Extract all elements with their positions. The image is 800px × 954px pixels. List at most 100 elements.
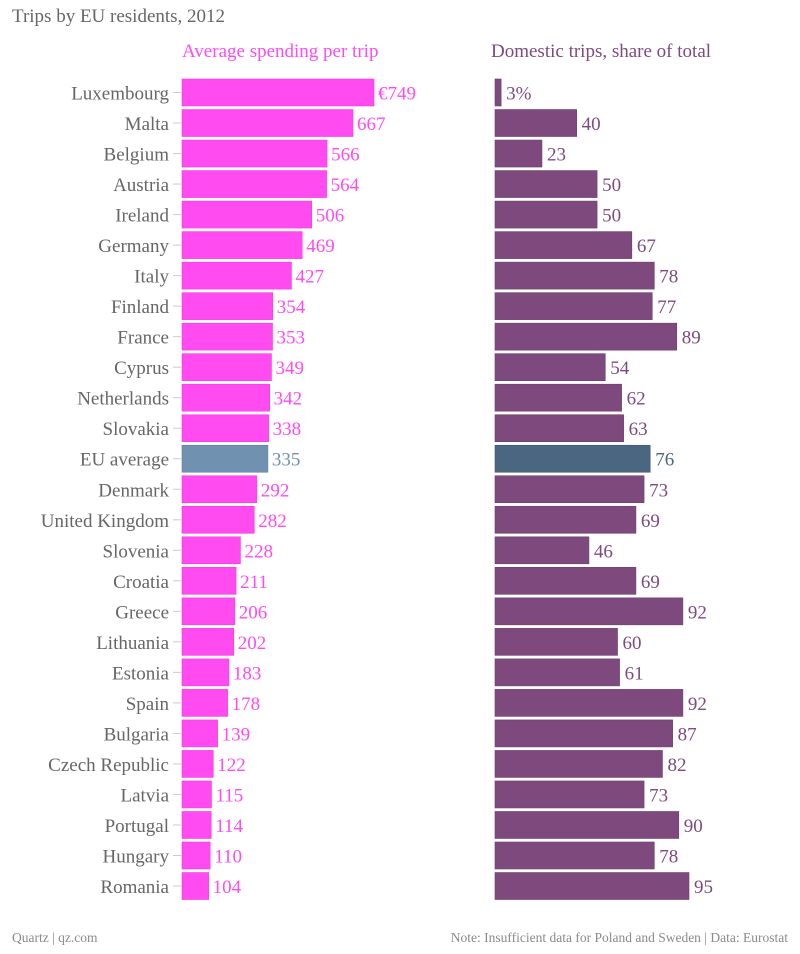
- spending-bar-finland: [181, 292, 274, 320]
- spending-bar-united-kingdom: [181, 505, 255, 534]
- domestic-bar-bulgaria: [494, 719, 673, 748]
- domestic-bar-malta: [494, 109, 577, 137]
- category-label-estonia: Estonia: [112, 663, 170, 684]
- spending-bar-croatia: [181, 567, 237, 595]
- domestic-panel-title: Domestic trips, share of total: [491, 41, 712, 62]
- domestic-bar-greece: [494, 597, 684, 626]
- domestic-bar-germany: [494, 231, 633, 259]
- spending-bar-netherlands: [181, 383, 270, 412]
- domestic-value-malta: 40: [582, 114, 601, 135]
- spending-bar-hungary: [181, 841, 211, 870]
- domestic-value-finland: 77: [657, 297, 676, 318]
- category-label-denmark: Denmark: [98, 480, 169, 501]
- domestic-bar-austria: [494, 170, 598, 198]
- domestic-value-estonia: 61: [625, 663, 644, 684]
- domestic-bar-spain: [494, 689, 684, 717]
- domestic-bar-finland: [494, 292, 653, 320]
- spending-value-greece: 206: [239, 602, 267, 623]
- spending-bar-france: [181, 322, 273, 351]
- spending-bar-greece: [181, 597, 236, 626]
- domestic-value-netherlands: 62: [627, 389, 646, 410]
- domestic-bar-united-kingdom: [494, 505, 637, 534]
- category-label-netherlands: Netherlands: [77, 389, 169, 410]
- spending-value-denmark: 292: [261, 480, 290, 501]
- category-label-czech-republic: Czech Republic: [48, 755, 169, 776]
- domestic-bar-croatia: [494, 567, 637, 595]
- spending-value-portugal: 114: [215, 816, 243, 837]
- spending-value-latvia: 115: [215, 785, 243, 806]
- spending-bar-bulgaria: [181, 719, 218, 748]
- spending-bar-italy: [181, 261, 292, 290]
- spending-bar-luxembourg: [181, 78, 375, 107]
- spending-value-estonia: 183: [233, 663, 262, 684]
- spending-bar-ireland: [181, 200, 313, 229]
- domestic-value-germany: 67: [637, 236, 656, 257]
- category-label-croatia: Croatia: [113, 572, 169, 593]
- domestic-value-slovakia: 63: [629, 419, 648, 440]
- domestic-value-greece: 92: [688, 602, 707, 623]
- spending-value-united-kingdom: 282: [258, 511, 287, 532]
- domestic-bar-czech-republic: [494, 750, 663, 778]
- spending-panel-title: Average spending per trip: [182, 41, 379, 62]
- spending-bar-spain: [181, 689, 228, 717]
- domestic-value-france: 89: [682, 328, 701, 349]
- spending-bar-belgium: [181, 139, 328, 168]
- spending-value-croatia: 211: [240, 572, 268, 593]
- spending-bar-portugal: [181, 811, 212, 839]
- category-label-latvia: Latvia: [120, 785, 169, 806]
- category-label-slovenia: Slovenia: [103, 541, 170, 562]
- domestic-value-austria: 50: [602, 175, 621, 196]
- category-label-united-kingdom: United Kingdom: [41, 511, 169, 532]
- domestic-value-spain: 92: [688, 694, 707, 715]
- spending-value-bulgaria: 139: [222, 724, 251, 745]
- spending-bar-malta: [181, 109, 354, 137]
- spending-value-spain: 178: [232, 694, 261, 715]
- domestic-value-eu-average: 76: [655, 450, 674, 471]
- domestic-value-denmark: 73: [649, 480, 668, 501]
- domestic-bar-luxembourg: [494, 78, 502, 107]
- domestic-bar-portugal: [494, 811, 680, 839]
- category-label-malta: Malta: [125, 114, 170, 135]
- category-label-bulgaria: Bulgaria: [104, 724, 170, 745]
- spending-bar-denmark: [181, 475, 258, 504]
- spending-value-ireland: 506: [316, 206, 345, 227]
- domestic-bar-ireland: [494, 200, 598, 229]
- footer-note: Note: Insufficient data for Poland and S…: [450, 930, 788, 945]
- domestic-value-bulgaria: 87: [678, 724, 697, 745]
- domestic-bar-eu-average: [494, 444, 651, 473]
- domestic-value-cyprus: 54: [610, 358, 630, 379]
- spending-value-hungary: 110: [214, 847, 242, 868]
- spending-bar-germany: [181, 231, 303, 259]
- domestic-value-latvia: 73: [649, 785, 668, 806]
- category-label-romania: Romania: [100, 877, 169, 898]
- category-label-belgium: Belgium: [104, 145, 170, 166]
- spending-value-eu-average: 335: [272, 450, 301, 471]
- category-label-finland: Finland: [111, 297, 170, 318]
- spending-value-netherlands: 342: [274, 389, 303, 410]
- spending-value-italy: 427: [295, 267, 324, 288]
- domestic-bar-latvia: [494, 780, 645, 809]
- domestic-bars: 3%40235050677877895462637673694669926061…: [494, 78, 713, 900]
- domestic-value-lithuania: 60: [623, 633, 642, 654]
- domestic-value-croatia: 69: [641, 572, 660, 593]
- spending-value-slovakia: 338: [273, 419, 302, 440]
- domestic-value-italy: 78: [659, 267, 678, 288]
- spending-bar-eu-average: [181, 444, 269, 473]
- footer-source: Quartz | qz.com: [12, 930, 98, 945]
- domestic-value-slovenia: 46: [594, 541, 613, 562]
- category-label-portugal: Portugal: [105, 816, 169, 837]
- category-labels: Luxembourg Malta Belgium Austria Ireland Germ…: [41, 84, 181, 898]
- category-label-cyprus: Cyprus: [114, 358, 169, 379]
- spending-bar-slovakia: [181, 414, 269, 443]
- category-label-greece: Greece: [115, 602, 169, 623]
- domestic-bar-france: [494, 322, 678, 351]
- spending-value-czech-republic: 122: [217, 755, 246, 776]
- domestic-bar-netherlands: [494, 383, 622, 412]
- chart-title: Trips by EU residents, 2012: [12, 6, 226, 27]
- spending-value-romania: 104: [213, 877, 242, 898]
- domestic-bar-belgium: [494, 139, 543, 168]
- domestic-bar-italy: [494, 261, 655, 290]
- category-label-france: France: [117, 328, 169, 349]
- spending-value-lithuania: 202: [238, 633, 267, 654]
